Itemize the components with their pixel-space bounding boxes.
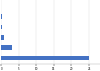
Bar	[1, 56, 89, 60]
Bar	[1, 45, 12, 50]
Bar	[1, 25, 2, 29]
Bar	[1, 35, 4, 40]
Bar	[1, 14, 2, 19]
